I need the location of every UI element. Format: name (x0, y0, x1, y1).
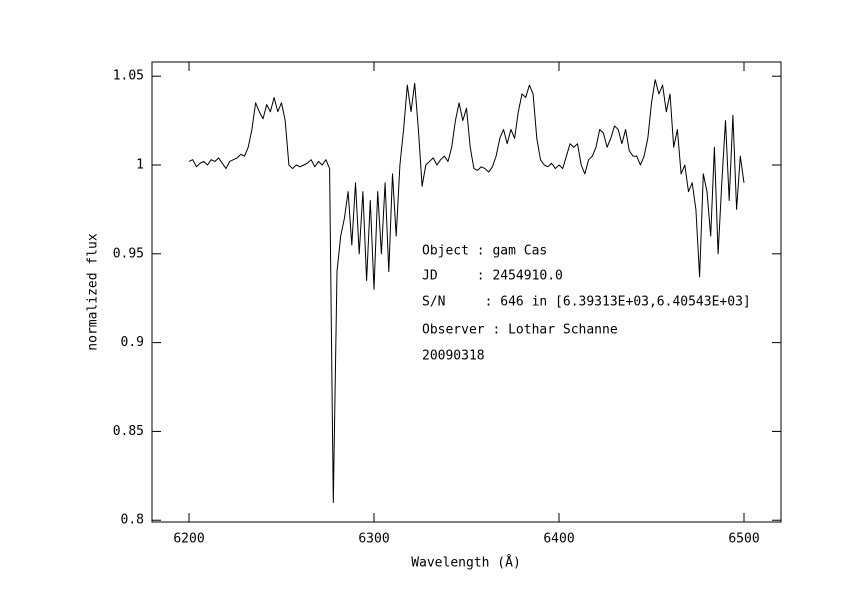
annotation: Observer : Lothar Schanne (422, 323, 618, 338)
x-tick-label: 6500 (728, 532, 759, 547)
annotation: Object : gam Cas (422, 244, 547, 259)
y-tick-label: 0.95 (113, 246, 144, 261)
y-tick-label: 1 (136, 158, 144, 173)
y-axis-label: normalized flux (86, 233, 101, 351)
y-tick-label: 0.85 (113, 424, 144, 439)
y-tick-label: 1.05 (113, 69, 144, 84)
annotation: S/N : 646 in [6.39313E+03,6.40543E+03] (422, 295, 751, 310)
annotation: JD : 2454910.0 (422, 269, 563, 284)
y-tick-label: 0.8 (121, 513, 144, 528)
annotation: 20090318 (422, 349, 485, 364)
x-tick-label: 6300 (358, 532, 389, 547)
plot-frame (151, 61, 782, 523)
x-tick-label: 6200 (173, 532, 204, 547)
x-axis-label: Wavelength (Å) (411, 555, 521, 571)
x-tick-label: 6400 (543, 532, 574, 547)
y-tick-label: 0.9 (121, 335, 144, 350)
spectrum-line (188, 79, 745, 503)
